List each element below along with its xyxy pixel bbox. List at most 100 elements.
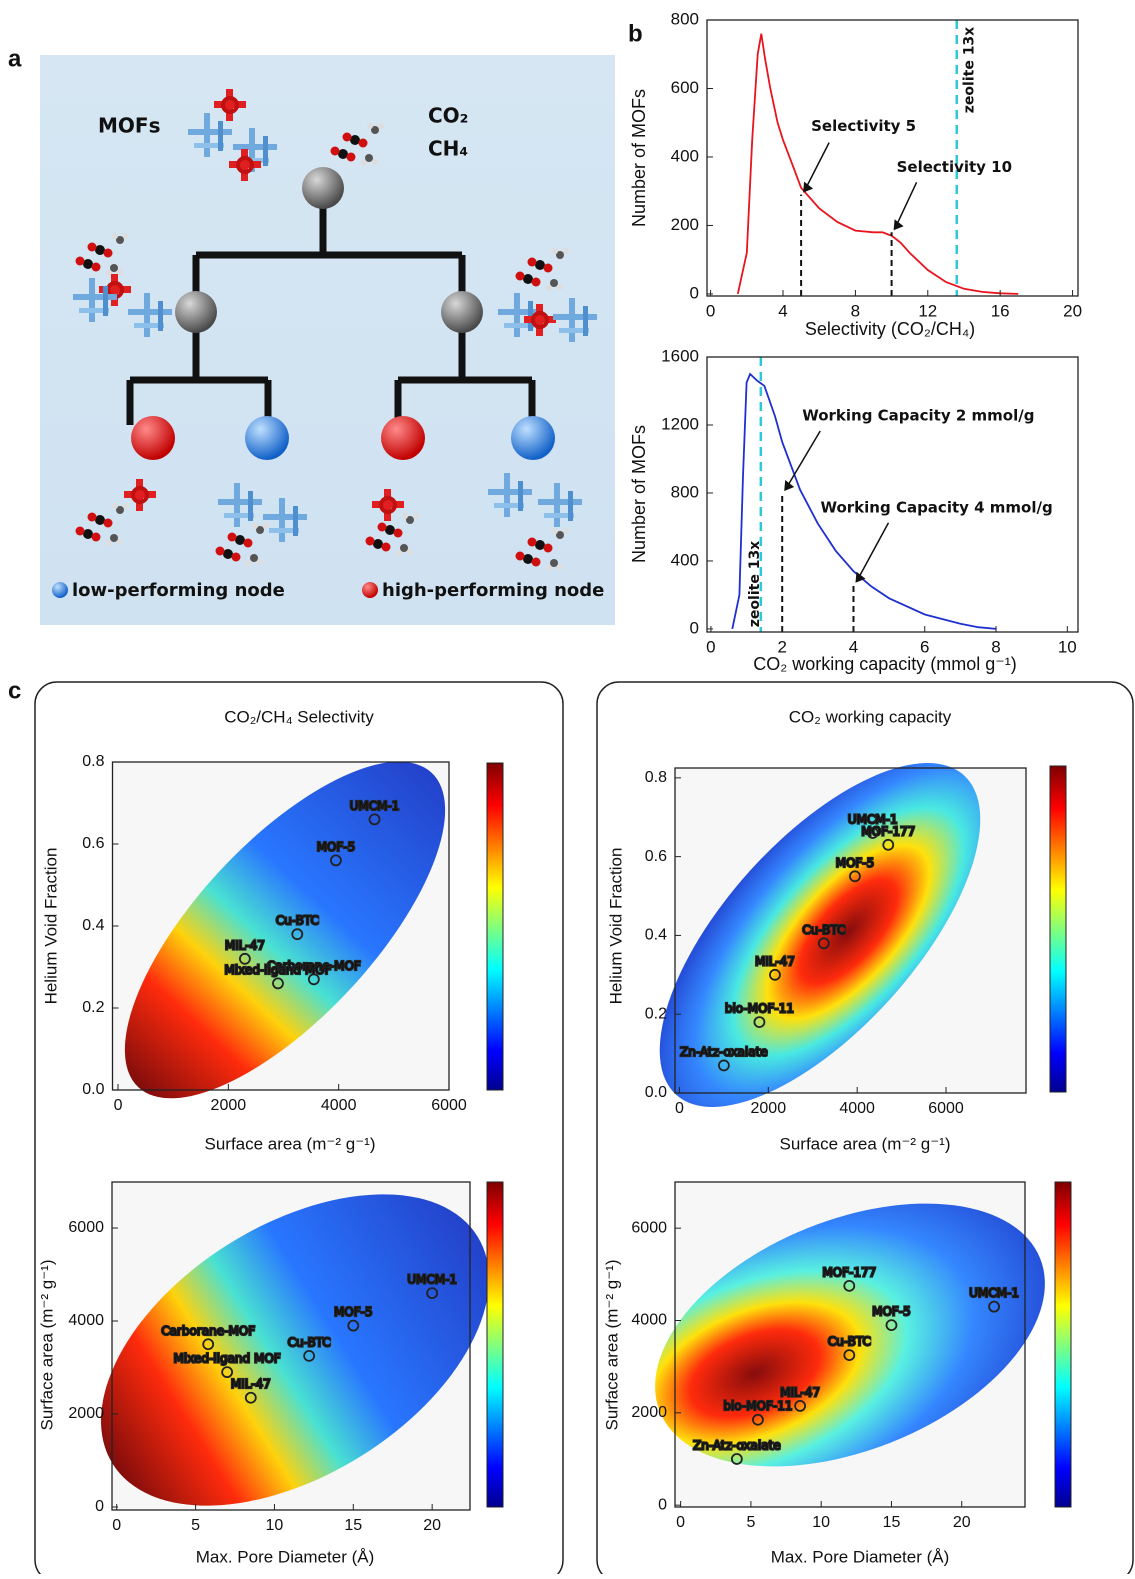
plot-frame	[674, 767, 1027, 1094]
y-tick-label: 0.0	[82, 1081, 104, 1098]
y-tick-label: 0.4	[645, 927, 667, 944]
mof-point	[769, 968, 781, 981]
mof-label: UMCM-1	[848, 813, 898, 827]
x-tick-label: 0	[706, 301, 715, 320]
colorbar	[486, 1181, 504, 1508]
mof-point	[221, 1366, 234, 1379]
mof-label: MOF-177	[822, 1265, 876, 1279]
x-tick-label: 0	[676, 1514, 685, 1531]
low-node	[245, 416, 289, 460]
mof-point	[238, 952, 251, 965]
x-tick-label: 2	[777, 637, 786, 656]
plot-frame	[706, 19, 1079, 297]
annotation: Working Capacity 2 mmol/g	[802, 406, 1034, 424]
mof-point	[866, 827, 879, 839]
y-tick-label: 400	[671, 146, 699, 165]
mof-point	[882, 838, 895, 851]
x-tick-label: 6000	[431, 1097, 467, 1114]
y-tick-label: 2000	[68, 1405, 104, 1422]
annotation-arrow	[784, 430, 821, 491]
y-tick-label: 800	[671, 482, 699, 501]
x-tick-label: 8	[991, 637, 1000, 656]
x-tick-label: 0	[706, 637, 715, 656]
x-tick-label: 20	[953, 1514, 971, 1531]
y-tick-label: 200	[671, 215, 699, 234]
x-tick-label: 0	[112, 1517, 121, 1534]
mof-point	[730, 1453, 743, 1465]
y-axis-label: Surface area (m⁻² g⁻¹)	[602, 1260, 621, 1431]
x-tick-label: 4	[849, 637, 858, 656]
x-tick-label: 20	[423, 1517, 441, 1534]
panel-label: a	[8, 45, 22, 72]
legend-label: high-performing node	[382, 580, 604, 601]
y-tick-label: 0	[690, 283, 699, 302]
y-tick-label: 0	[690, 618, 699, 637]
mof-label: MIL-47	[755, 954, 795, 968]
y-tick-label: 2000	[631, 1404, 667, 1421]
colorbar	[1049, 765, 1067, 1093]
high-node	[131, 416, 175, 460]
mof-label: MOF-177	[861, 824, 915, 838]
mof-point	[885, 1319, 898, 1332]
node	[175, 291, 217, 333]
mof-point	[794, 1399, 807, 1412]
x-axis-label: Surface area (m⁻² g⁻¹)	[205, 1134, 376, 1153]
mof-point	[753, 1016, 766, 1028]
x-axis-label: Surface area (m⁻² g⁻¹)	[780, 1134, 951, 1153]
x-axis-label: Max. Pore Diameter (Å)	[771, 1547, 950, 1566]
mof-point	[368, 813, 381, 826]
plot-frame	[674, 1181, 1026, 1508]
mof-label: MIL-47	[231, 1377, 271, 1391]
y-tick-label: 600	[671, 78, 699, 97]
panel-c-frame	[596, 681, 1134, 1579]
low-node	[511, 416, 555, 460]
gas-label: CH₄	[428, 137, 468, 161]
x-axis-label: CO₂ working capacity (mmol g⁻¹)	[753, 654, 1017, 674]
y-axis-label: Helium Void Fraction	[41, 848, 60, 1005]
mof-label: Cu-BTC	[828, 1335, 871, 1349]
mof-label: MIL-47	[225, 938, 265, 952]
reference-label: zeolite 13x	[747, 541, 763, 627]
mof-label: Cu-BTC	[802, 923, 845, 937]
mof-label: bio-MOF-11	[723, 1399, 792, 1413]
chart-title: CO₂/CH₄ Selectivity	[224, 707, 374, 726]
heatmap-region	[101, 1194, 489, 1506]
y-tick-label: 6000	[631, 1219, 667, 1236]
annotation-arrow	[893, 181, 918, 230]
colorbar	[486, 762, 504, 1091]
x-tick-label: 0	[114, 1097, 123, 1114]
annotation: Working Capacity 4 mmol/g	[820, 498, 1052, 516]
y-tick-label: 0.8	[645, 769, 667, 786]
x-tick-label: 0	[675, 1100, 684, 1117]
tree-edges	[126, 200, 536, 425]
panel-label: b	[628, 20, 643, 47]
reference-label: zeolite 13x	[962, 27, 978, 113]
mof-label: bio-MOF-11	[725, 1002, 794, 1016]
y-axis-label: Number of MOFs	[629, 89, 649, 227]
mof-label: MOF-5	[872, 1305, 911, 1319]
colorbar	[1054, 1181, 1072, 1508]
x-tick-label: 2000	[211, 1097, 247, 1114]
y-tick-label: 0.8	[82, 753, 104, 770]
root-node	[302, 167, 344, 209]
y-tick-label: 800	[671, 9, 699, 28]
plot-frame	[111, 1181, 471, 1511]
x-tick-label: 16	[991, 301, 1010, 320]
mof-label: Mixed-ligand MOF	[224, 963, 331, 977]
node	[441, 291, 483, 333]
mof-label: Carborane-MOF	[267, 959, 361, 973]
x-tick-label: 2000	[751, 1100, 787, 1117]
x-tick-label: 8	[851, 301, 860, 320]
histogram-line	[736, 33, 1019, 295]
mof-label: UMCM-1	[407, 1273, 457, 1287]
mof-point	[717, 1059, 730, 1072]
y-tick-label: 0.0	[645, 1084, 667, 1101]
mof-point	[752, 1413, 764, 1426]
panel-label: c	[8, 677, 21, 704]
mof-point	[330, 854, 342, 867]
mof-label: Cu-BTC	[288, 1335, 331, 1349]
mof-label: Mixed-ligand MOF	[174, 1352, 281, 1366]
y-tick-label: 400	[671, 550, 699, 569]
y-tick-label: 0.6	[645, 848, 667, 865]
